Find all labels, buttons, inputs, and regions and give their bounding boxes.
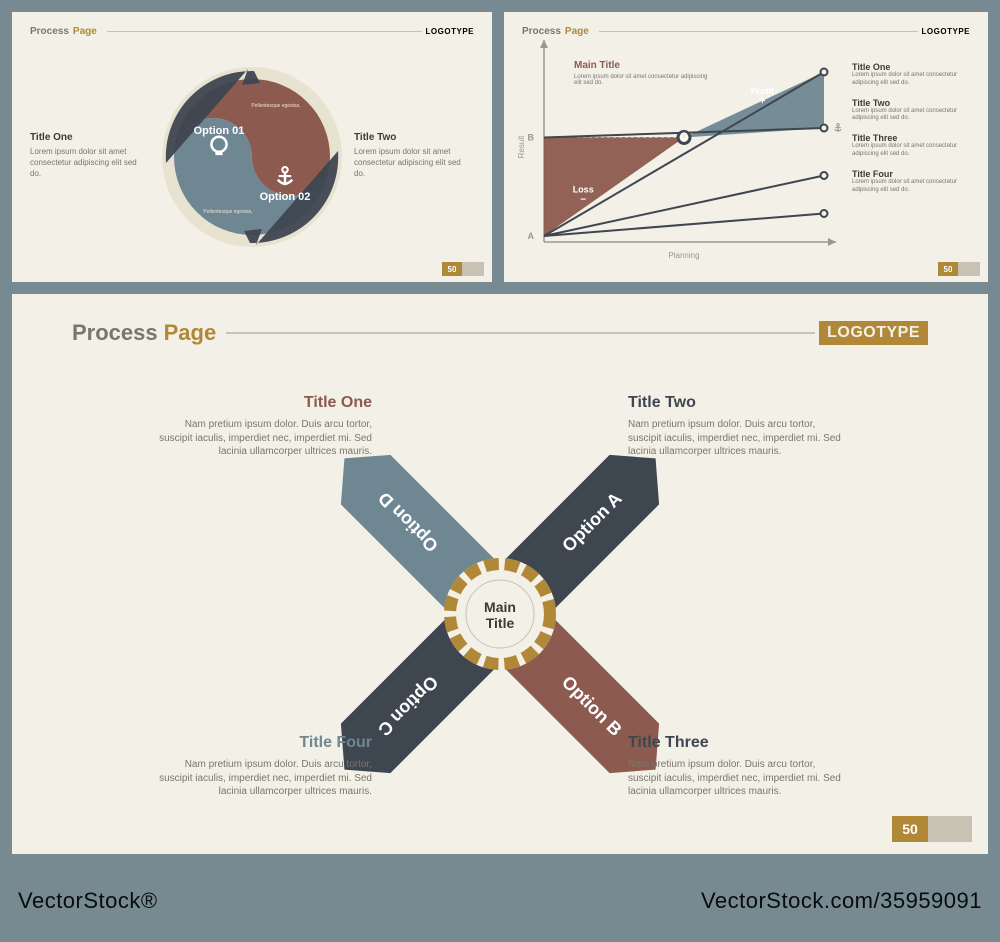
slide-yinyang: Process Page LOGOTYPE Option 01Option 02… xyxy=(12,12,492,282)
title-two: Title Two xyxy=(628,394,848,412)
svg-text:−: − xyxy=(580,195,586,206)
svg-text:Loss: Loss xyxy=(573,185,594,195)
slide-breakeven-chart: Process Page LOGOTYPE ABProfit+Loss−Plan… xyxy=(504,12,988,282)
page-number: 50 xyxy=(892,816,972,842)
title-four-body: Nam pretium ipsum dolor. Duis arcu torto… xyxy=(152,758,372,799)
title-two-body: Lorem ipsum dolor sit amet consectetur a… xyxy=(354,147,474,179)
svg-text:Result: Result xyxy=(517,135,526,158)
title-one-body: Lorem ipsum dolor sit amet consectetur a… xyxy=(30,147,150,179)
svg-text:Title: Title xyxy=(486,615,515,631)
title-three-block: Title Three Nam pretium ipsum dolor. Dui… xyxy=(628,734,848,799)
title-two-body: Nam pretium ipsum dolor. Duis arcu torto… xyxy=(628,418,848,459)
title-two-block: Title Two Nam pretium ipsum dolor. Duis … xyxy=(628,394,848,459)
page-number: 50 xyxy=(938,262,980,276)
title-one: Title One xyxy=(152,394,372,412)
title-one: Title One xyxy=(30,132,150,143)
svg-text:Profit: Profit xyxy=(751,86,775,96)
svg-text:A: A xyxy=(528,231,535,241)
title-three-body: Nam pretium ipsum dolor. Duis arcu torto… xyxy=(628,758,848,799)
svg-text:Option 02: Option 02 xyxy=(260,191,311,203)
chart-main-body: Lorem ipsum dolor sit amet consectetur a… xyxy=(574,74,714,86)
svg-text:B: B xyxy=(528,133,535,143)
title-two: Title Two xyxy=(354,132,474,143)
title-two-block: Title Two Lorem ipsum dolor sit amet con… xyxy=(354,132,474,179)
svg-text:+: + xyxy=(759,96,765,107)
legend-item: Title TwoLorem ipsum dolor sit amet cons… xyxy=(852,98,970,124)
chart-legend: Title OneLorem ipsum dolor sit amet cons… xyxy=(852,62,970,204)
title-four-block: Title Four Nam pretium ipsum dolor. Duis… xyxy=(152,734,372,799)
logotype: LOGOTYPE xyxy=(922,27,970,36)
svg-text:Option 01: Option 01 xyxy=(194,125,245,137)
svg-text:Main: Main xyxy=(484,599,516,615)
chart-main-title: Main Title xyxy=(574,60,620,71)
title-one-block: Title One Lorem ipsum dolor sit amet con… xyxy=(30,132,150,179)
svg-text:Planning: Planning xyxy=(668,251,699,260)
title-one-body: Nam pretium ipsum dolor. Duis arcu torto… xyxy=(152,418,372,459)
svg-text:Pellentesque egestas,: Pellentesque egestas, xyxy=(251,103,300,109)
legend-item: Title OneLorem ipsum dolor sit amet cons… xyxy=(852,62,970,88)
title-four: Title Four xyxy=(152,734,372,752)
svg-text:Pellentesque egestas,: Pellentesque egestas, xyxy=(203,209,252,215)
page-number: 50 xyxy=(442,262,484,276)
breakeven-chart: A B Profit+ Loss− Planning Result xyxy=(504,12,854,282)
slide-pinwheel: Process Page LOGOTYPE Option AOption BOp… xyxy=(12,294,988,854)
legend-item: Title ThreeLorem ipsum dolor sit amet co… xyxy=(852,133,970,159)
watermark-id: VectorStock.com/35959091 xyxy=(701,888,982,914)
watermark-vectorstock: VectorStock® xyxy=(18,888,158,914)
title-one-block: Title One Nam pretium ipsum dolor. Duis … xyxy=(152,394,372,459)
title-three: Title Three xyxy=(628,734,848,752)
legend-item: Title FourLorem ipsum dolor sit amet con… xyxy=(852,169,970,195)
